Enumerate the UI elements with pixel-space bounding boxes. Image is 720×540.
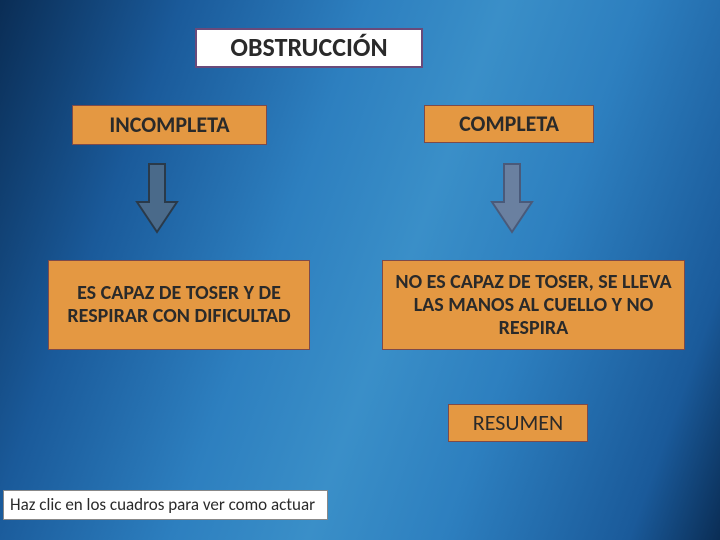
summary-button-label: RESUMEN <box>473 410 563 435</box>
branch-right-label-box[interactable]: COMPLETA <box>424 105 594 143</box>
branch-left-description: ES CAPAZ DE TOSER Y DE RESPIRAR CON DIFI… <box>59 282 299 328</box>
hint-text: Haz clic en los cuadros para ver como ac… <box>10 495 315 515</box>
hint-box: Haz clic en los cuadros para ver como ac… <box>3 490 328 520</box>
branch-left-description-box[interactable]: ES CAPAZ DE TOSER Y DE RESPIRAR CON DIFI… <box>48 260 310 350</box>
branch-right-description-box[interactable]: NO ES CAPAZ DE TOSER, SE LLEVA LAS MANOS… <box>382 260 685 350</box>
arrow-left-icon <box>135 162 179 234</box>
arrow-right-icon <box>490 162 534 234</box>
branch-left-label-box[interactable]: INCOMPLETA <box>72 105 267 145</box>
title-text: OBSTRUCCIÓN <box>230 33 387 63</box>
title-box: OBSTRUCCIÓN <box>195 28 423 68</box>
branch-right-label: COMPLETA <box>459 111 559 136</box>
branch-left-label: INCOMPLETA <box>109 112 229 137</box>
branch-right-description: NO ES CAPAZ DE TOSER, SE LLEVA LAS MANOS… <box>391 271 676 340</box>
summary-button[interactable]: RESUMEN <box>448 404 588 442</box>
